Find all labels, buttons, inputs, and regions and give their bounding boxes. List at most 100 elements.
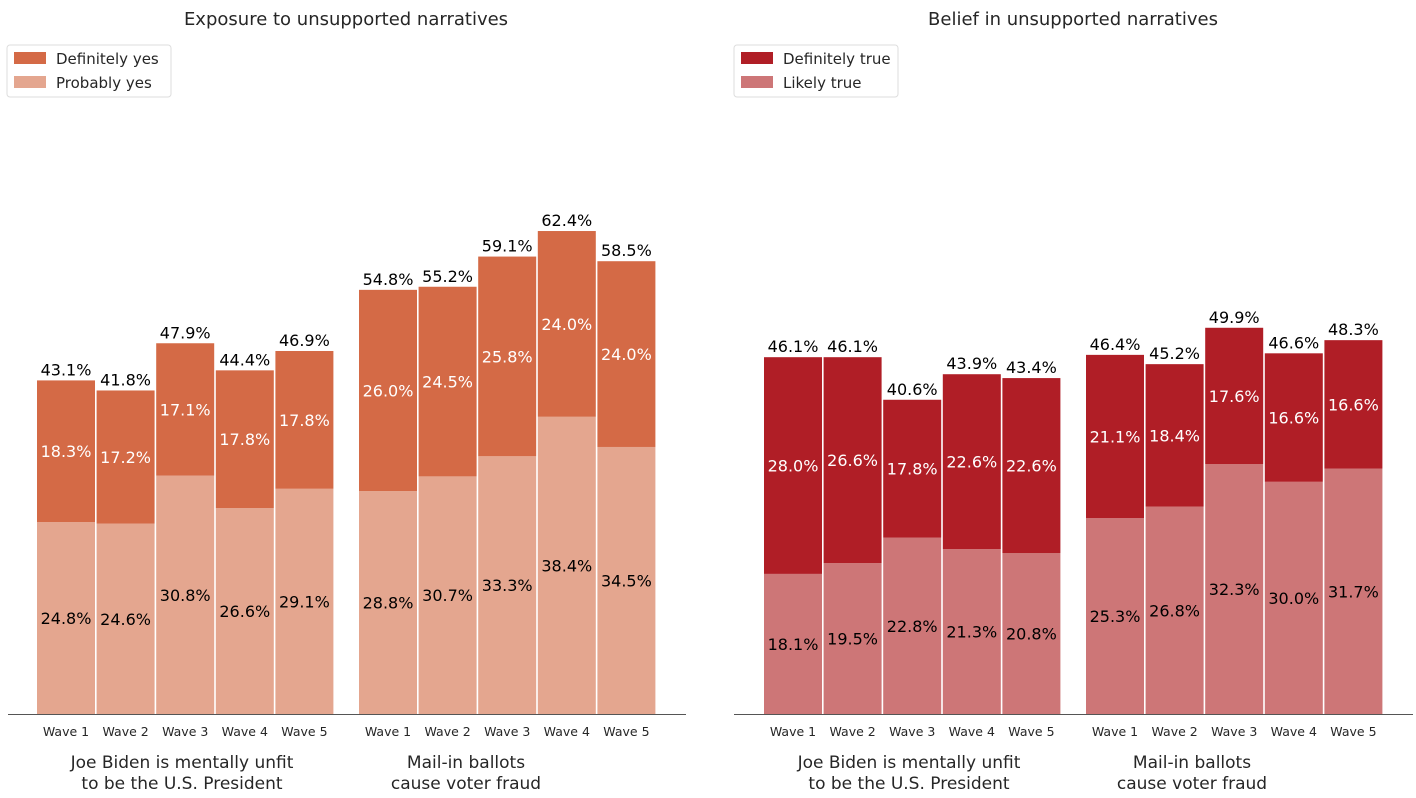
bar-total-label: 47.9% (160, 323, 211, 342)
bar-segment-upper (359, 289, 417, 492)
segment-value-label: 16.6% (1268, 409, 1319, 428)
legend-label: Probably yes (56, 74, 152, 92)
bar-segment-upper (1145, 364, 1204, 507)
segment-value-label: 18.1% (768, 635, 819, 654)
bar-total-label: 43.4% (1006, 358, 1057, 377)
bar-segment-upper (275, 350, 334, 489)
x-tick-label: Wave 1 (43, 724, 89, 739)
bar-segment-lower (359, 491, 417, 714)
legend-swatch (14, 52, 46, 64)
segment-value-label: 24.5% (422, 373, 473, 392)
bar-segment-upper (156, 343, 215, 476)
segment-value-label: 33.3% (482, 576, 533, 595)
bar-segment-lower (537, 416, 596, 714)
x-tick-label: Wave 3 (162, 724, 208, 739)
group-label: cause voter fraud (1117, 774, 1267, 794)
legend-swatch (741, 52, 773, 64)
segment-value-label: 26.8% (1149, 601, 1200, 620)
bar-segment-upper (597, 261, 656, 447)
x-tick-label: Wave 5 (603, 724, 649, 739)
bar-segment-upper (478, 256, 537, 457)
bar-total-label: 55.2% (422, 267, 473, 286)
bar-segment-lower (823, 563, 882, 714)
bar-segment-upper (823, 357, 882, 564)
bar-segment-lower (942, 549, 1001, 714)
bar-segment-upper (764, 357, 822, 574)
chart-title: Belief in unsupported narratives (928, 9, 1218, 30)
segment-value-label: 30.8% (160, 586, 211, 605)
x-tick-label: Wave 1 (770, 724, 816, 739)
bar-total-label: 43.9% (946, 354, 997, 373)
segment-value-label: 19.5% (827, 630, 878, 649)
segment-value-label: 26.6% (219, 602, 270, 621)
bar-total-label: 54.8% (363, 270, 414, 289)
bar-segment-lower (1002, 553, 1061, 714)
x-tick-label: Wave 5 (1008, 724, 1054, 739)
legend-box (6, 44, 172, 98)
bar-total-label: 40.6% (887, 380, 938, 399)
segment-value-label: 25.8% (482, 347, 533, 366)
segment-value-label: 21.1% (1090, 428, 1141, 447)
x-tick-label: Wave 2 (1151, 724, 1197, 739)
x-tick-label: Wave 5 (1330, 724, 1376, 739)
bar-segment-lower (764, 573, 822, 714)
legend-label: Definitely true (783, 50, 891, 68)
x-tick-label: Wave 5 (281, 724, 327, 739)
legend-label: Likely true (783, 74, 862, 92)
legend-label: Definitely yes (56, 50, 159, 68)
chart-title: Exposure to unsupported narratives (184, 9, 508, 30)
segment-value-label: 17.8% (887, 460, 938, 479)
x-tick-label: Wave 4 (544, 724, 590, 739)
segment-value-label: 28.0% (768, 457, 819, 476)
segment-value-label: 16.6% (1328, 395, 1379, 414)
segment-value-label: 17.2% (100, 448, 151, 467)
legend-swatch (14, 76, 46, 88)
bar-total-label: 58.5% (601, 241, 652, 260)
bar-segment-upper (1086, 354, 1144, 519)
bar-segment-lower (1145, 506, 1204, 714)
segment-value-label: 24.0% (601, 345, 652, 364)
bar-total-label: 46.6% (1268, 333, 1319, 352)
legend-box (733, 44, 899, 98)
bar-segment-lower (597, 446, 656, 714)
bar-segment-lower (478, 456, 537, 714)
segment-value-label: 34.5% (601, 571, 652, 590)
segment-value-label: 29.1% (279, 592, 330, 611)
bar-total-label: 46.9% (279, 331, 330, 350)
bar-total-label: 45.2% (1149, 344, 1200, 363)
bar-total-label: 41.8% (100, 370, 151, 389)
bar-total-label: 59.1% (482, 237, 533, 256)
bar-segment-upper (1205, 327, 1264, 464)
x-tick-label: Wave 4 (1271, 724, 1317, 739)
group-label: Joe Biden is mentally unfit (797, 753, 1021, 773)
bar-segment-lower (883, 537, 942, 714)
bar-segment-upper (37, 380, 95, 523)
bar-total-label: 49.9% (1209, 308, 1260, 327)
legend-swatch (741, 76, 773, 88)
x-tick-label: Wave 1 (365, 724, 411, 739)
x-tick-label: Wave 3 (889, 724, 935, 739)
x-tick-label: Wave 2 (829, 724, 875, 739)
segment-value-label: 17.1% (160, 400, 211, 419)
bar-segment-upper (1324, 340, 1383, 469)
bar-total-label: 46.1% (768, 337, 819, 356)
segment-value-label: 26.0% (363, 381, 414, 400)
segment-value-label: 28.8% (363, 594, 414, 613)
bar-total-label: 62.4% (541, 211, 592, 230)
segment-value-label: 22.6% (1006, 457, 1057, 476)
bar-total-label: 43.1% (41, 360, 92, 379)
x-tick-label: Wave 2 (102, 724, 148, 739)
bar-segment-lower (1264, 481, 1323, 714)
segment-value-label: 31.7% (1328, 582, 1379, 601)
x-tick-label: Wave 1 (1092, 724, 1138, 739)
segment-value-label: 17.6% (1209, 387, 1260, 406)
segment-value-label: 24.0% (541, 315, 592, 334)
segment-value-label: 30.7% (422, 586, 473, 605)
bar-segment-lower (215, 508, 274, 714)
segment-value-label: 24.6% (100, 610, 151, 629)
bar-segment-lower (156, 475, 215, 714)
bar-segment-upper (1264, 353, 1323, 482)
bar-segment-upper (418, 286, 477, 477)
segment-value-label: 26.6% (827, 451, 878, 470)
bar-segment-upper (883, 399, 942, 538)
